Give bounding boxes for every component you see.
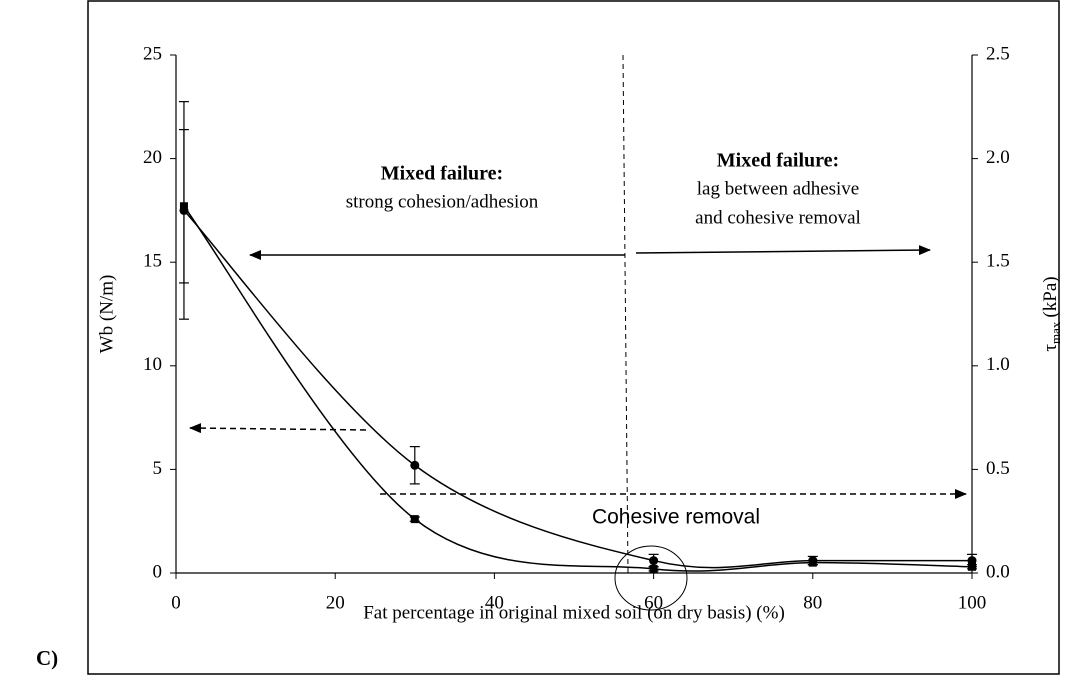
- point: [410, 460, 420, 470]
- y2-axis-label: τmax (kPa): [1040, 276, 1063, 351]
- annotation: Cohesive removal: [592, 506, 760, 529]
- highlight-circle: [614, 545, 688, 611]
- y2-unit: (kPa): [1040, 276, 1061, 317]
- y-tick-label: 10: [143, 354, 162, 375]
- divider: [622, 54, 629, 574]
- y2-tick-label: 1.0: [986, 354, 1010, 375]
- trend-line: [183, 205, 973, 572]
- y2-symbol: τ: [1040, 344, 1061, 352]
- point: [968, 562, 976, 571]
- x-tick-label: 80: [803, 592, 822, 613]
- x-tick-label: 60: [644, 592, 663, 613]
- annotations: Mixed failure: strong cohesion/adhesion …: [189, 54, 967, 611]
- arrow: [635, 245, 931, 256]
- point: [808, 558, 817, 567]
- annotation: and cohesive removal: [695, 207, 861, 228]
- annotation: lag between adhesive: [697, 178, 859, 199]
- y-tick-label: 20: [143, 147, 162, 168]
- y-tick-label: 25: [143, 43, 162, 64]
- y2-tick-label: 2.5: [986, 43, 1010, 64]
- y2-tick-label: 1.5: [986, 251, 1010, 272]
- y2-subscript: max: [1048, 321, 1063, 344]
- frame: [87, 0, 1060, 675]
- x-tick-label: 100: [958, 592, 987, 613]
- y2-tick-label: 2.0: [986, 147, 1010, 168]
- x-tick-label: 20: [326, 592, 345, 613]
- annotation: Mixed failure:: [717, 150, 839, 172]
- point: [649, 556, 659, 566]
- point: [649, 564, 658, 573]
- point: [179, 202, 188, 211]
- y-axis-label: Wb (N/m): [96, 275, 117, 354]
- y-tick-label: 15: [143, 251, 162, 272]
- x-axis-label: Fat percentage in original mixed soil (o…: [363, 602, 785, 623]
- point: [410, 515, 419, 524]
- y2-tick-label: 0.0: [986, 561, 1010, 582]
- annotation: strong cohesion/adhesion: [346, 191, 539, 212]
- trend-line: [183, 209, 972, 569]
- x-tick-label: 40: [485, 592, 504, 613]
- y2-tick-label: 0.5: [986, 458, 1010, 479]
- x-tick-label: 0: [171, 592, 181, 613]
- panel-label: C): [36, 646, 58, 670]
- annotation: Mixed failure:: [381, 163, 503, 185]
- arrow: [189, 423, 369, 434]
- y-tick-label: 5: [153, 458, 163, 479]
- y-tick-label: 0: [153, 561, 163, 582]
